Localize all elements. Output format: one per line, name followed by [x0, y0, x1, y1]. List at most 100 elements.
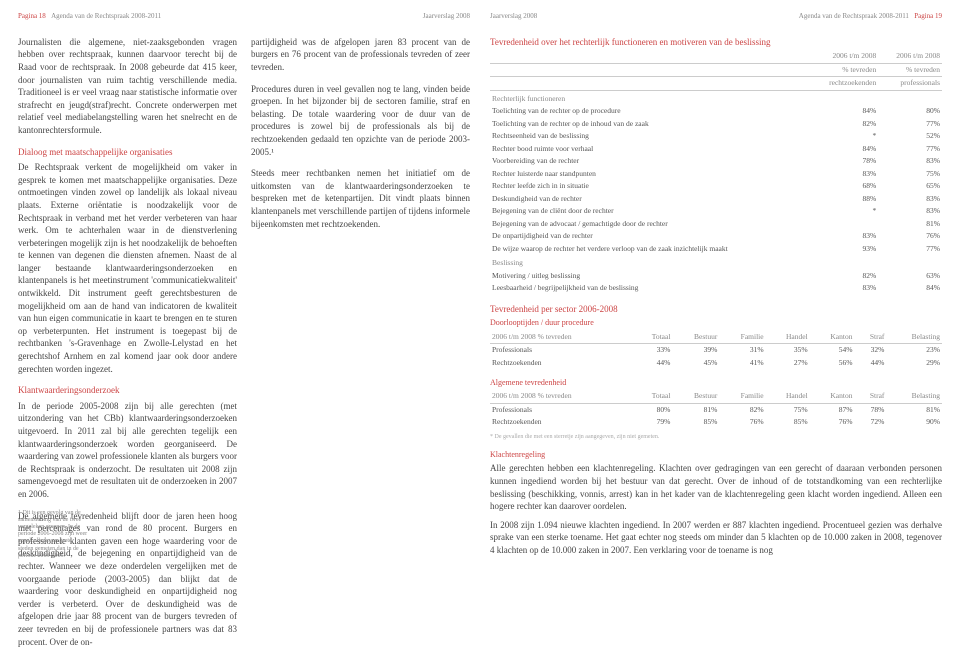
col-header: 2006 t/m 2008 % tevreden [490, 331, 634, 344]
cell: Toelichting van de rechter op de procedu… [490, 105, 810, 118]
col-header: Kanton [810, 390, 855, 403]
jaarverslag-right: Jaarverslag 2008 [490, 12, 537, 22]
col-header: Totaal [634, 331, 673, 344]
cell: De onpartijdigheid van de rechter [490, 230, 810, 243]
cell: 84% [810, 105, 878, 118]
cell: Professionals [490, 403, 634, 416]
cell: 35% [766, 344, 810, 357]
cell: 29% [886, 357, 942, 370]
cell: Leesbaarheid / begrijpelijkheid van de b… [490, 282, 810, 295]
cell: 81% [886, 403, 942, 416]
table-rechterlijk: 2006 t/m 2008 2006 t/m 2008 % tevreden %… [490, 50, 942, 295]
cell: Professionals [490, 344, 634, 357]
cell: 82% [719, 403, 765, 416]
cell: 85% [766, 416, 810, 429]
t1-cat1: Rechterlijk functioneren [490, 90, 942, 105]
cell: 75% [878, 168, 942, 181]
doc-title-left: Agenda van de Rechtspraak 2008-2011 [51, 12, 161, 20]
cell: 63% [878, 270, 942, 283]
cell: 39% [672, 344, 719, 357]
cell: 45% [672, 357, 719, 370]
t1-h1b: 2006 t/m 2008 [878, 50, 942, 63]
cell: 83% [810, 282, 878, 295]
cell: Rechter luisterde naar standpunten [490, 168, 810, 181]
cell: 77% [878, 243, 942, 256]
col-header: Bestuur [672, 331, 719, 344]
footnote-1: 1 Dit is een gevolg van de samenstelling… [18, 510, 88, 560]
cell: 80% [878, 105, 942, 118]
col-header: Belasting [886, 390, 942, 403]
cell: 90% [886, 416, 942, 429]
cell: 83% [810, 168, 878, 181]
cell: 68% [810, 180, 878, 193]
cell: 27% [766, 357, 810, 370]
cell: 76% [810, 416, 855, 429]
cell: 33% [634, 344, 673, 357]
h-dialoog: Dialoog met maatschappelijke organisatie… [18, 146, 237, 159]
cell: Rechtzoekenden [490, 416, 634, 429]
cell: 52% [878, 130, 942, 143]
cell: 85% [672, 416, 719, 429]
cell: 88% [810, 193, 878, 206]
t2-sub: Doorlooptijden / duur procedure [490, 317, 942, 328]
cell [810, 218, 878, 231]
cell: Bejegening van de advocaat / gemachtigde… [490, 218, 810, 231]
cell: 77% [878, 143, 942, 156]
p-klachten2: In 2008 zijn 1.094 nieuwe klachten inged… [490, 519, 942, 557]
cell: 78% [854, 403, 886, 416]
cell: 83% [878, 205, 942, 218]
cell: 78% [810, 155, 878, 168]
cell: 79% [634, 416, 673, 429]
cell: 87% [810, 403, 855, 416]
cell: 76% [878, 230, 942, 243]
cell: 82% [810, 118, 878, 131]
p-partijdigheid: partijdigheid was de afgelopen jaren 83 … [251, 36, 470, 74]
cell: 72% [854, 416, 886, 429]
p-rechtbanken: Steeds meer rechtbanken nemen het initia… [251, 167, 470, 230]
cell: 83% [878, 193, 942, 206]
t1-h1a: 2006 t/m 2008 [810, 50, 878, 63]
p-klachten1: Alle gerechten hebben een klachtenregeli… [490, 462, 942, 512]
cell: 65% [878, 180, 942, 193]
cell: * [810, 205, 878, 218]
t2-title: Tevredenheid per sector 2006-2008 [490, 303, 942, 316]
cell: Rechter bood ruimte voor verhaal [490, 143, 810, 156]
cell: Toelichting van de rechter op de inhoud … [490, 118, 810, 131]
cell: 84% [810, 143, 878, 156]
cell: 81% [672, 403, 719, 416]
col-header: Familie [719, 331, 765, 344]
t1-cat2: Beslissing [490, 255, 942, 270]
cell: 54% [810, 344, 855, 357]
col-header: Straf [854, 390, 886, 403]
col-header: Handel [766, 390, 810, 403]
cell: * [810, 130, 878, 143]
p-kwo1: In de periode 2005-2008 zijn bij alle ge… [18, 400, 237, 501]
cell: 75% [766, 403, 810, 416]
cell: Rechtseenheid van de beslissing [490, 130, 810, 143]
cell: 83% [810, 230, 878, 243]
cell: 44% [854, 357, 886, 370]
cell: 93% [810, 243, 878, 256]
t1-h3b: professionals [878, 77, 942, 91]
h-klantwaardering: Klantwaarderingsonderzoek [18, 384, 237, 397]
table-sector: 2006 t/m 2008 % tevredenTotaalBestuurFam… [490, 331, 942, 370]
col-header: Straf [854, 331, 886, 344]
cell: Rechtzoekenden [490, 357, 634, 370]
col-header: Familie [719, 390, 765, 403]
t1-h2a: % tevreden [810, 63, 878, 77]
p-journalisten: Journalisten die algemene, niet-zaaksgeb… [18, 36, 237, 137]
cell: Bejegening van de cliënt door de rechter [490, 205, 810, 218]
t3-sub: Algemene tevredenheid [490, 377, 942, 388]
left-col2: partijdigheid was de afgelopen jaren 83 … [251, 36, 470, 657]
col-header: Bestuur [672, 390, 719, 403]
page-num-left: Pagina 18 [18, 12, 46, 20]
header-right: Jaarverslag 2008 Agenda van de Rechtspra… [490, 12, 942, 22]
cell: 83% [878, 155, 942, 168]
page-left: Pagina 18 Agenda van de Rechtspraak 2008… [0, 0, 480, 572]
cell: 44% [634, 357, 673, 370]
cell: 80% [634, 403, 673, 416]
cell: 77% [878, 118, 942, 131]
page-num-right: Pagina 19 [914, 12, 942, 20]
t1-title: Tevredenheid over het rechterlijk functi… [490, 36, 942, 49]
t1-h3a: rechtzoekenden [810, 77, 878, 91]
